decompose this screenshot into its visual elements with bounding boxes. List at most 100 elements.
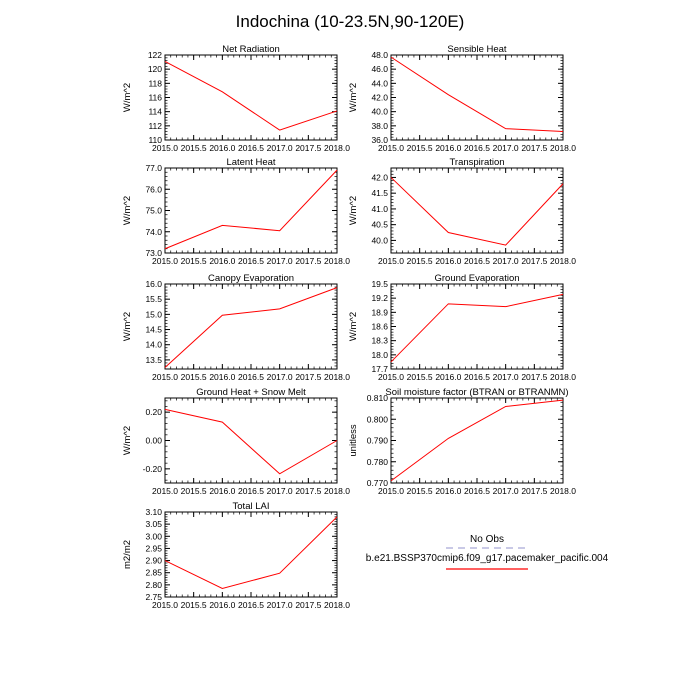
plot-frame: [164, 167, 338, 254]
x-tick-label: 2016.0: [209, 372, 235, 382]
x-tick-label: 2015.5: [181, 372, 207, 382]
x-tick-label: 2015.5: [181, 600, 207, 610]
x-tick-label: 2016.5: [238, 143, 264, 153]
x-tick-label: 2015.0: [378, 486, 404, 496]
y-tick-label: 0.00: [145, 436, 162, 446]
y-tick-label: 0.780: [367, 457, 389, 467]
y-tick-label: 0.20: [145, 407, 162, 417]
y-tick-label: 36.0: [371, 135, 388, 145]
panel-net-radiation: Net Radiation W/m^2 2015.0 2015.5 2016.0 2016…: [122, 44, 350, 153]
x-tick-label: 2016.0: [209, 256, 235, 266]
series-line-total-lai: [164, 516, 338, 590]
y-tick-label: 42.0: [371, 172, 388, 182]
y-tick-label: 15.5: [145, 294, 162, 304]
plot-frame: [390, 397, 564, 484]
y-tick-label: 48.0: [371, 50, 388, 60]
panel-title: Canopy Evaporation: [208, 273, 294, 284]
panel-sensible-heat: Sensible Heat W/m^2 2015.0 2015.5 2016.0 2016…: [348, 44, 576, 153]
x-tick-label: 2017.0: [267, 600, 293, 610]
y-tick-label: 18.3: [371, 336, 388, 346]
y-tick-label: -0.20: [143, 464, 163, 474]
x-tick-label: 2015.5: [407, 143, 433, 153]
y-tick-label: 41.0: [371, 204, 388, 214]
x-tick-label: 2017.0: [493, 256, 519, 266]
legend-model-label: b.e21.BSSP370cmip6.f09_g17.pacemaker_pac…: [366, 553, 609, 564]
x-tick-label: 2015.0: [378, 143, 404, 153]
x-tick-label: 2016.5: [238, 372, 264, 382]
x-tick-label: 2018.0: [550, 372, 576, 382]
y-tick-label: 0.810: [367, 393, 389, 403]
x-tick-label: 2018.0: [550, 143, 576, 153]
x-tick-label: 2016.5: [464, 372, 490, 382]
y-tick-label: 3.10: [145, 507, 162, 517]
y-tick-label: 3.05: [145, 519, 162, 529]
x-tick-label: 2018.0: [324, 486, 350, 496]
x-tick-label: 2015.5: [181, 486, 207, 496]
y-tick-label: 14.5: [145, 325, 162, 335]
y-tick-label: 40.0: [371, 107, 388, 117]
x-tick-label: 2015.0: [152, 256, 178, 266]
series-line-canopy-evaporation: [164, 287, 338, 368]
series-line-net-radiation: [164, 60, 338, 131]
panel-title: Sensible Heat: [447, 44, 507, 55]
panel-title: Transpiration: [449, 157, 504, 168]
y-tick-label: 2.75: [145, 592, 162, 602]
y-tick-label: 15.0: [145, 309, 162, 319]
y-tick-label: 77.0: [145, 163, 162, 173]
panel-title: Soil moisture factor (BTRAN or BTRANMN): [385, 387, 568, 398]
plot-frame: [164, 54, 338, 141]
panel-title: Ground Heat + Snow Melt: [196, 387, 306, 398]
panel-latent-heat: Latent Heat W/m^2 2015.0 2015.5 2016.0 2016.5…: [122, 157, 350, 266]
x-tick-label: 2018.0: [550, 486, 576, 496]
y-tick-label: 0.800: [367, 414, 389, 424]
x-tick-label: 2017.5: [521, 143, 547, 153]
y-tick-label: 19.2: [371, 293, 388, 303]
x-tick-label: 2017.0: [267, 372, 293, 382]
x-tick-label: 2015.0: [378, 372, 404, 382]
y-tick-label: 122: [148, 50, 162, 60]
x-tick-label: 2017.5: [295, 600, 321, 610]
x-tick-label: 2016.0: [435, 143, 461, 153]
x-tick-label: 2016.0: [209, 143, 235, 153]
x-tick-label: 2017.0: [267, 486, 293, 496]
x-tick-label: 2017.5: [295, 256, 321, 266]
x-tick-label: 2015.5: [181, 143, 207, 153]
panel-ground-heat-snow-melt: Ground Heat + Snow Melt W/m^2 2015.0 2015.5…: [122, 387, 350, 496]
y-tick-label: 44.0: [371, 78, 388, 88]
plot-frame: [164, 511, 338, 598]
y-axis-label: W/m^2: [348, 83, 359, 112]
x-tick-label: 2017.0: [493, 486, 519, 496]
panel-soil-moisture-factor-btran-or-btranmn: Soil moisture factor (BTRAN or BTRANMN) u…: [348, 387, 576, 496]
panel-title: Total LAI: [233, 501, 270, 512]
x-tick-label: 2018.0: [324, 143, 350, 153]
x-tick-label: 2015.0: [152, 486, 178, 496]
y-tick-label: 114: [148, 107, 162, 117]
x-tick-label: 2016.0: [209, 600, 235, 610]
y-tick-label: 17.7: [371, 364, 388, 374]
panel-title: Net Radiation: [222, 44, 280, 55]
y-tick-label: 18.6: [371, 322, 388, 332]
x-tick-label: 2015.5: [407, 372, 433, 382]
x-tick-label: 2015.5: [181, 256, 207, 266]
x-tick-label: 2016.5: [464, 256, 490, 266]
x-tick-label: 2018.0: [324, 372, 350, 382]
x-tick-label: 2018.0: [324, 256, 350, 266]
x-tick-label: 2015.0: [378, 256, 404, 266]
panel-title: Latent Heat: [226, 157, 275, 168]
y-tick-label: 76.0: [145, 184, 162, 194]
x-tick-label: 2015.5: [407, 256, 433, 266]
x-tick-label: 2018.0: [550, 256, 576, 266]
x-tick-label: 2017.0: [493, 143, 519, 153]
plot-frame: [164, 397, 338, 484]
y-tick-label: 19.5: [371, 279, 388, 289]
y-tick-label: 14.0: [145, 340, 162, 350]
figure-title: Indochina (10-23.5N,90-120E): [236, 12, 465, 31]
x-tick-label: 2016.0: [209, 486, 235, 496]
y-tick-label: 16.0: [145, 279, 162, 289]
y-tick-label: 2.90: [145, 556, 162, 566]
series-line-sensible-heat: [390, 56, 564, 132]
x-tick-label: 2017.5: [521, 256, 547, 266]
